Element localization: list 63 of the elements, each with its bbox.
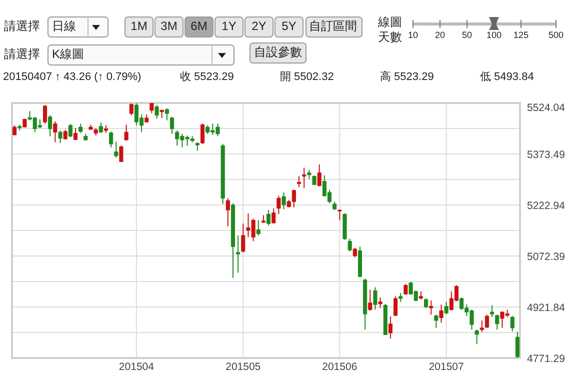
candlestick	[42, 104, 48, 124]
candlestick	[388, 316, 392, 339]
candlestick	[129, 102, 134, 116]
candlestick	[58, 130, 62, 144]
candlestick	[98, 122, 103, 134]
candlestick	[394, 296, 398, 317]
candlestick	[368, 289, 372, 312]
candlestick	[68, 124, 72, 138]
candlestick	[48, 114, 52, 137]
y-tick-label: 4921.84	[527, 302, 566, 314]
candlestick	[200, 123, 205, 145]
candlestick	[439, 304, 444, 324]
candlestick	[164, 108, 169, 121]
candlestick	[312, 175, 316, 186]
candlestick	[124, 124, 128, 142]
candlestick	[63, 129, 68, 140]
x-tick-label: 201505	[226, 361, 261, 373]
candlestick	[510, 316, 514, 332]
y-tick-label: 5222.94	[527, 200, 566, 212]
candlestick	[241, 223, 246, 253]
candlestick	[378, 296, 382, 308]
x-tick-label: 201504	[118, 361, 154, 373]
y-tick-label: 5072.39	[527, 251, 566, 263]
y-tick-label: 5373.49	[527, 149, 566, 161]
candlestick	[352, 248, 357, 258]
candlestick	[404, 283, 408, 296]
candlestick	[170, 116, 174, 134]
candlestick	[272, 208, 276, 224]
candlestick	[515, 331, 520, 358]
y-tick-label: 4771.29	[527, 353, 566, 365]
x-tick-label: 201506	[322, 361, 358, 373]
candlestick	[150, 102, 154, 114]
candlestick	[495, 314, 500, 330]
candlestick	[373, 286, 378, 310]
header: 請選擇 日線 1M 3M 6M 1Y 2Y 5Y 自訂區間 線圖 天數 10 20 50 100 125 500 請選擇 K線圖 自設參數 20150407 ↑ 43.26 (↑ 0.79%) 收 5523.29 開 5502.32 高 5523.29 低 5493.84	[3, 15, 564, 83]
candlestick	[317, 164, 322, 187]
candlestick	[114, 141, 118, 158]
candlestick	[282, 192, 286, 210]
candlestick	[53, 120, 58, 143]
candlestick	[12, 124, 17, 136]
candlestick	[474, 329, 479, 344]
candlestick	[73, 128, 78, 140]
candlestick	[256, 220, 260, 236]
candlestick	[480, 320, 484, 333]
x-tick-label: 201507	[428, 361, 464, 373]
candlestick	[296, 176, 302, 188]
candlestick	[424, 298, 428, 308]
candlestick	[226, 198, 230, 227]
y-tick-label: 5524.04	[527, 102, 566, 114]
candlestick	[444, 301, 448, 315]
candlestick	[490, 304, 494, 318]
candlestick	[348, 238, 352, 252]
candlestick	[109, 130, 114, 148]
candlestick	[429, 300, 434, 316]
candlestick	[266, 210, 271, 226]
candlestick	[119, 145, 124, 162]
candlestick	[484, 314, 490, 328]
candlestick	[78, 123, 83, 134]
candlestick	[236, 234, 240, 274]
candlestick	[276, 195, 281, 215]
candlestick	[434, 314, 438, 328]
candlestick	[302, 167, 306, 189]
candlestick	[154, 104, 159, 120]
